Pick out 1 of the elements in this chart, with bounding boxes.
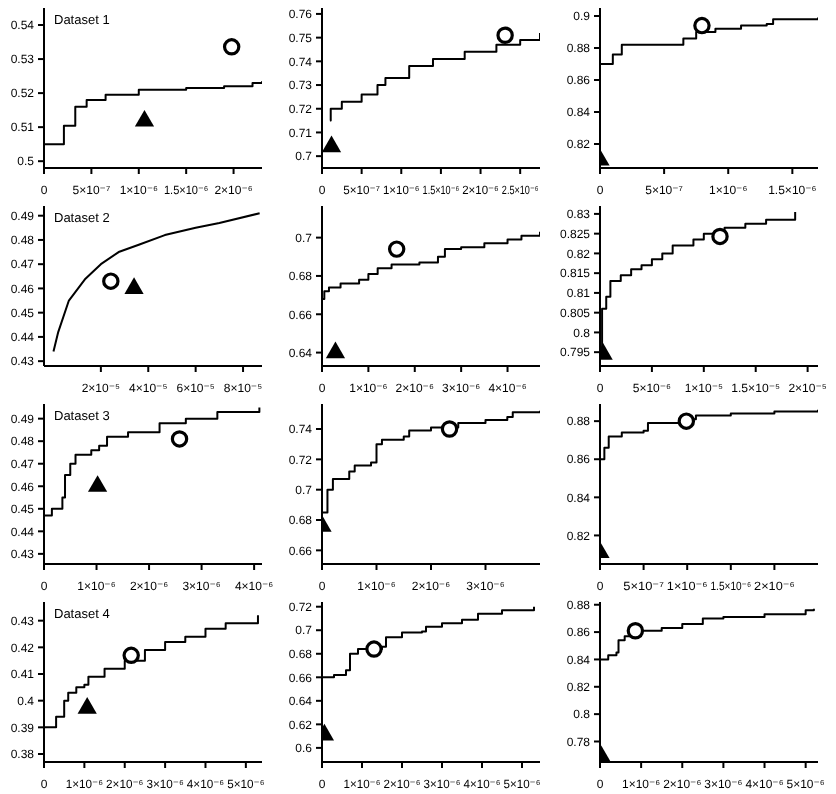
line-series (52, 212, 261, 353)
